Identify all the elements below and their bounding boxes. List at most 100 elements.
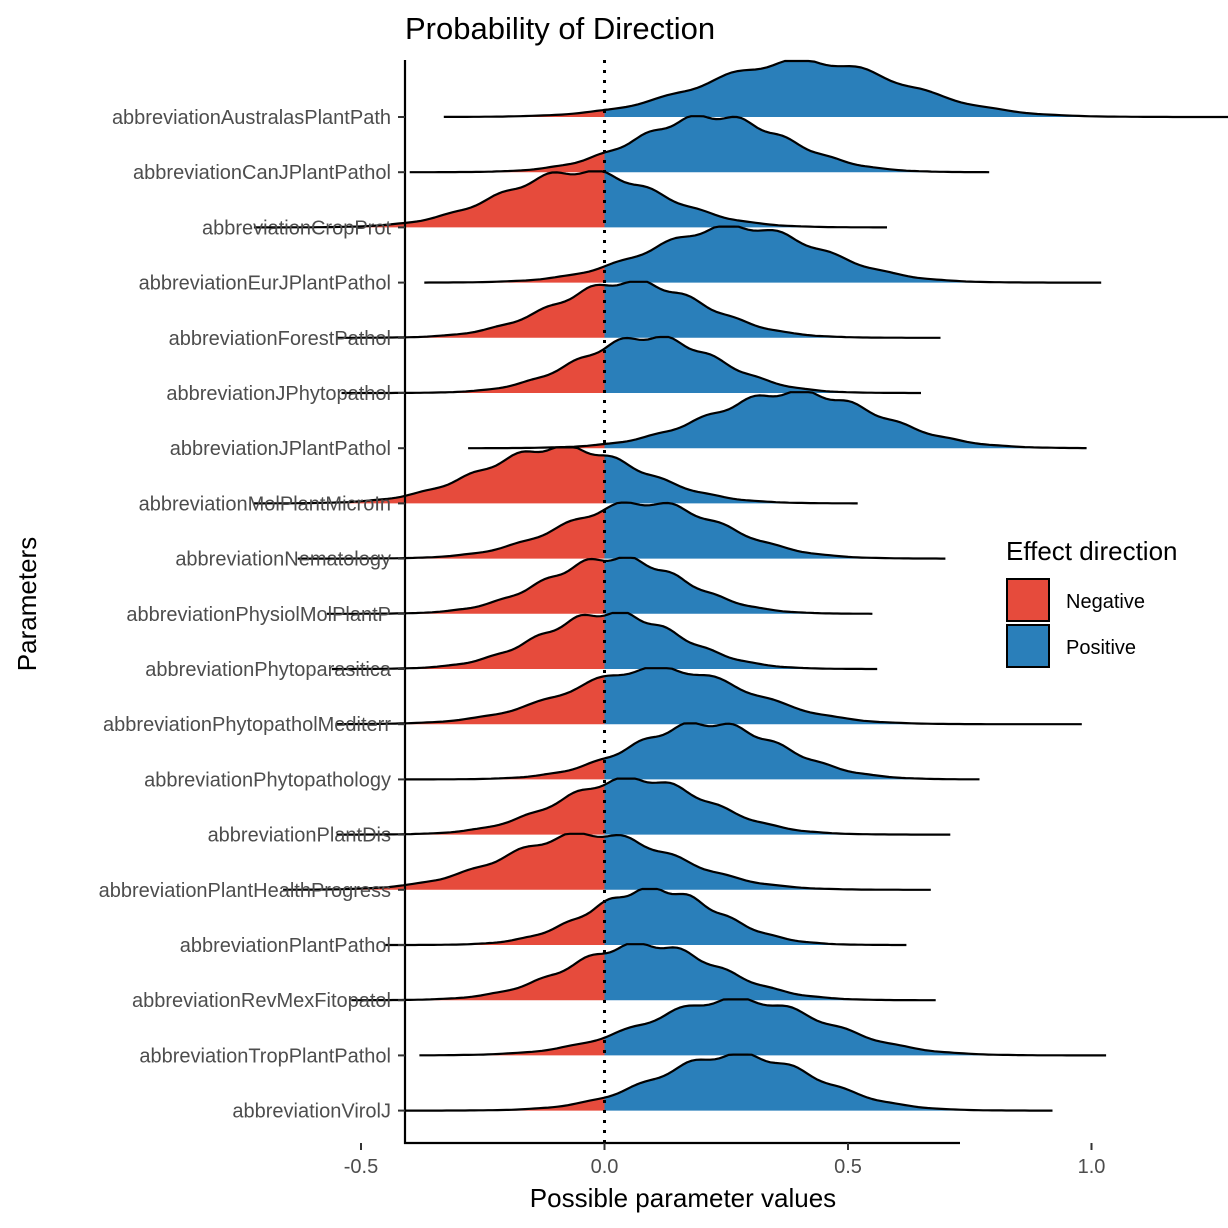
ridge-abbreviationPhytoparasitica xyxy=(331,611,878,671)
x-axis-title: Possible parameter values xyxy=(530,1183,836,1213)
ridge-abbreviationCropProt xyxy=(253,170,887,229)
ridge-positive-area xyxy=(604,778,951,835)
ridge-positive-area xyxy=(604,226,1102,283)
ridge-abbreviationJPhytopathol xyxy=(341,335,921,395)
ridge-outline xyxy=(443,59,1228,119)
ridge-negative-area xyxy=(424,266,605,283)
ridge-abbreviationPlantHealthProgress xyxy=(283,832,931,891)
ridge-negative-area xyxy=(326,559,605,614)
y-axis-title: Parameters xyxy=(12,537,42,671)
ridge-positive-area xyxy=(604,337,921,393)
ridge-negative-area xyxy=(253,171,605,228)
ridge-abbreviationTropPlantPathol xyxy=(419,998,1107,1057)
y-tick-label: abbreviationEurJPlantPathol xyxy=(139,273,391,295)
ridge-abbreviationPlantDis xyxy=(336,777,951,836)
y-tick-label: abbreviationCanJPlantPathol xyxy=(133,162,391,184)
legend-swatch-negative xyxy=(1006,578,1050,622)
x-tick-label: -0.5 xyxy=(344,1156,378,1178)
ridge-abbreviationPhytopatholMediterr xyxy=(336,667,1082,726)
ridges-layer xyxy=(253,59,1228,1112)
ridge-negative-area xyxy=(385,901,605,945)
ridge-outline xyxy=(283,832,931,891)
ridge-positive-area xyxy=(604,668,1082,725)
ridge-outline xyxy=(297,501,946,560)
ridge-positive-area xyxy=(604,502,946,559)
x-tick-label: 0.5 xyxy=(834,1156,862,1178)
ridge-positive-area xyxy=(604,281,941,338)
axes-layer xyxy=(403,60,960,1145)
ridge-outline xyxy=(336,280,941,339)
ridge-negative-area xyxy=(336,676,605,725)
ridge-positive-area xyxy=(604,944,936,1001)
ridge-outline xyxy=(331,611,878,671)
x-tick-label: 0.0 xyxy=(591,1156,619,1178)
ridge-outline xyxy=(351,943,936,1002)
ridge-outline xyxy=(341,335,921,395)
ridge-outline xyxy=(409,115,990,174)
ridge-outline xyxy=(385,887,907,947)
ridge-outline xyxy=(253,446,858,505)
ridge-negative-area xyxy=(297,509,605,559)
ridge-negative-area xyxy=(419,1037,605,1056)
legend-title: Effect direction xyxy=(1006,536,1178,566)
y-tick-label: abbreviationPlantPathol xyxy=(180,935,391,957)
ridge-abbreviationEurJPlantPathol xyxy=(424,225,1102,284)
chart-title: Probability of Direction xyxy=(405,11,715,46)
ridge-abbreviationPhytopathology xyxy=(404,722,980,781)
x-tick-label: 1.0 xyxy=(1078,1156,1106,1178)
ridge-negative-area xyxy=(253,447,605,504)
ridge-negative-area xyxy=(351,953,605,1001)
ridge-negative-area xyxy=(404,758,605,780)
x-tick-labels: -0.5 0.0 0.5 1.0 xyxy=(344,1143,1106,1178)
ridge-outline xyxy=(404,722,980,781)
ridge-negative-area xyxy=(331,614,605,669)
y-tick-label: abbreviationJPlantPathol xyxy=(170,438,391,460)
ridge-outline xyxy=(404,1053,1053,1112)
ridge-negative-area xyxy=(341,348,605,393)
ridge-outline xyxy=(336,667,1082,726)
ridge-abbreviationAustralasPlantPath xyxy=(443,59,1228,119)
ridge-positive-area xyxy=(604,557,873,614)
ridge-positive-area xyxy=(604,172,887,228)
ridge-outline xyxy=(424,225,1102,284)
y-tick-label: abbreviationVirolJ xyxy=(232,1101,391,1123)
y-tick-labels: abbreviationAustralasPlantPath abbreviati… xyxy=(99,107,405,1123)
ridge-outline xyxy=(419,998,1107,1057)
ridge-positive-area xyxy=(604,61,1228,117)
ridge-abbreviationVirolJ xyxy=(404,1053,1053,1112)
ridge-abbreviationPlantPathol xyxy=(385,887,907,947)
ridge-abbreviationRevMexFitopatol xyxy=(351,943,936,1002)
y-tick-label: abbreviationNematology xyxy=(175,549,391,571)
ridge-negative-area xyxy=(336,284,605,338)
ridge-negative-area xyxy=(336,784,605,835)
y-tick-label: abbreviationRevMexFitopatol xyxy=(132,990,391,1012)
y-tick-label: abbreviationPhytoparasitica xyxy=(145,659,392,681)
y-tick-label: abbreviationAustralasPlantPath xyxy=(112,107,391,129)
y-tick-label: abbreviationPlantDis xyxy=(208,825,391,847)
legend-label-negative: Negative xyxy=(1066,591,1145,613)
y-tick-label: abbreviationJPhytopathol xyxy=(166,383,391,405)
ridge-abbreviationForestPathol xyxy=(336,280,941,339)
legend-label-positive: Positive xyxy=(1066,637,1136,659)
ridge-outline xyxy=(326,556,873,615)
ridge-positive-area xyxy=(604,835,931,890)
legend-swatch-positive xyxy=(1006,624,1050,668)
ridge-outline xyxy=(336,777,951,836)
ridge-abbreviationNematology xyxy=(297,501,946,560)
y-tick-label: abbreviationPhysiolMolPlantP xyxy=(126,604,391,626)
y-tick-label: abbreviationPhytopathology xyxy=(144,769,391,791)
y-tick-label: abbreviationForestPathol xyxy=(169,328,391,350)
y-tick-label: abbreviationCropProt xyxy=(202,217,391,239)
y-tick-label: abbreviationPhytopatholMediterr xyxy=(103,714,391,736)
ridge-abbreviationMolPlantMicroIn xyxy=(253,446,858,505)
legend: Effect direction Negative Positive xyxy=(1006,536,1178,668)
ridge-abbreviationJPlantPathol xyxy=(468,391,1087,450)
y-tick-label: abbreviationTropPlantPathol xyxy=(139,1045,391,1067)
ridge-positive-area xyxy=(604,999,1107,1056)
y-tick-label: abbreviationPlantHealthProgress xyxy=(99,880,391,902)
ridge-positive-area xyxy=(604,455,858,504)
ridge-outline xyxy=(253,170,887,229)
ridge-positive-area xyxy=(604,1054,1053,1111)
